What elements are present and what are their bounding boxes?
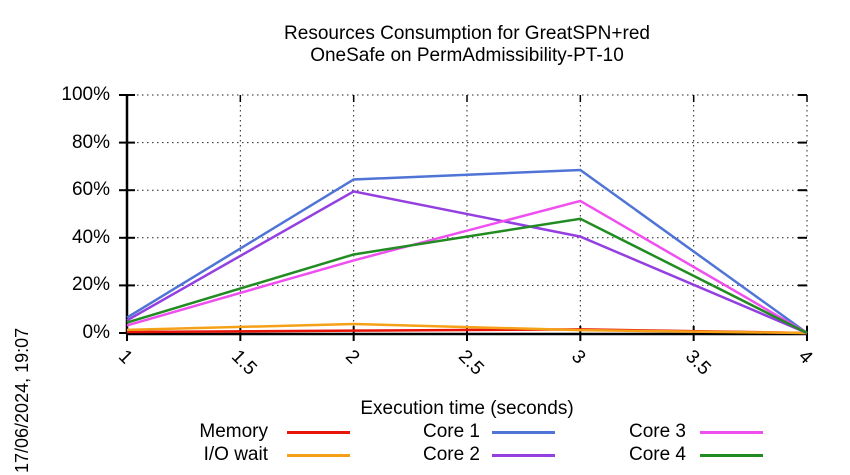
series-line-core-3 xyxy=(126,199,808,335)
legend-swatch xyxy=(287,454,350,457)
legend-swatch xyxy=(287,431,350,434)
legend-swatch xyxy=(700,454,763,457)
y-tick-label: 100% xyxy=(61,84,110,105)
x-axis-title: Execution time (seconds) xyxy=(360,398,574,419)
y-tick-label: 40% xyxy=(71,226,110,248)
legend-swatch xyxy=(700,431,763,434)
y-tick-label: 0% xyxy=(82,322,110,343)
legend-swatch xyxy=(492,454,555,457)
legend-label: Core 4 xyxy=(628,444,686,465)
legend-label: Memory xyxy=(199,421,268,442)
legend-label: Core 1 xyxy=(422,421,480,442)
series-line-core-2 xyxy=(126,190,808,335)
y-tick-label: 80% xyxy=(71,131,110,153)
series-line-core-1 xyxy=(126,168,808,335)
y-tick-label: 60% xyxy=(71,179,110,201)
legend-label: Core 2 xyxy=(422,444,480,465)
legend-label: I/O wait xyxy=(203,444,268,465)
y-tick-label: 20% xyxy=(71,274,110,296)
legend-label: Core 3 xyxy=(628,421,686,442)
series-line-i-o-wait xyxy=(126,322,808,335)
series-line-core-4 xyxy=(126,217,808,335)
legend-swatch xyxy=(492,431,555,434)
chart-title-line2: OneSafe on PermAdmissibility-PT-10 xyxy=(310,45,624,66)
chart-title: Resources Consumption for GreatSPN+red O… xyxy=(127,23,807,67)
chart-title-line1: Resources Consumption for GreatSPN+red xyxy=(284,23,650,44)
